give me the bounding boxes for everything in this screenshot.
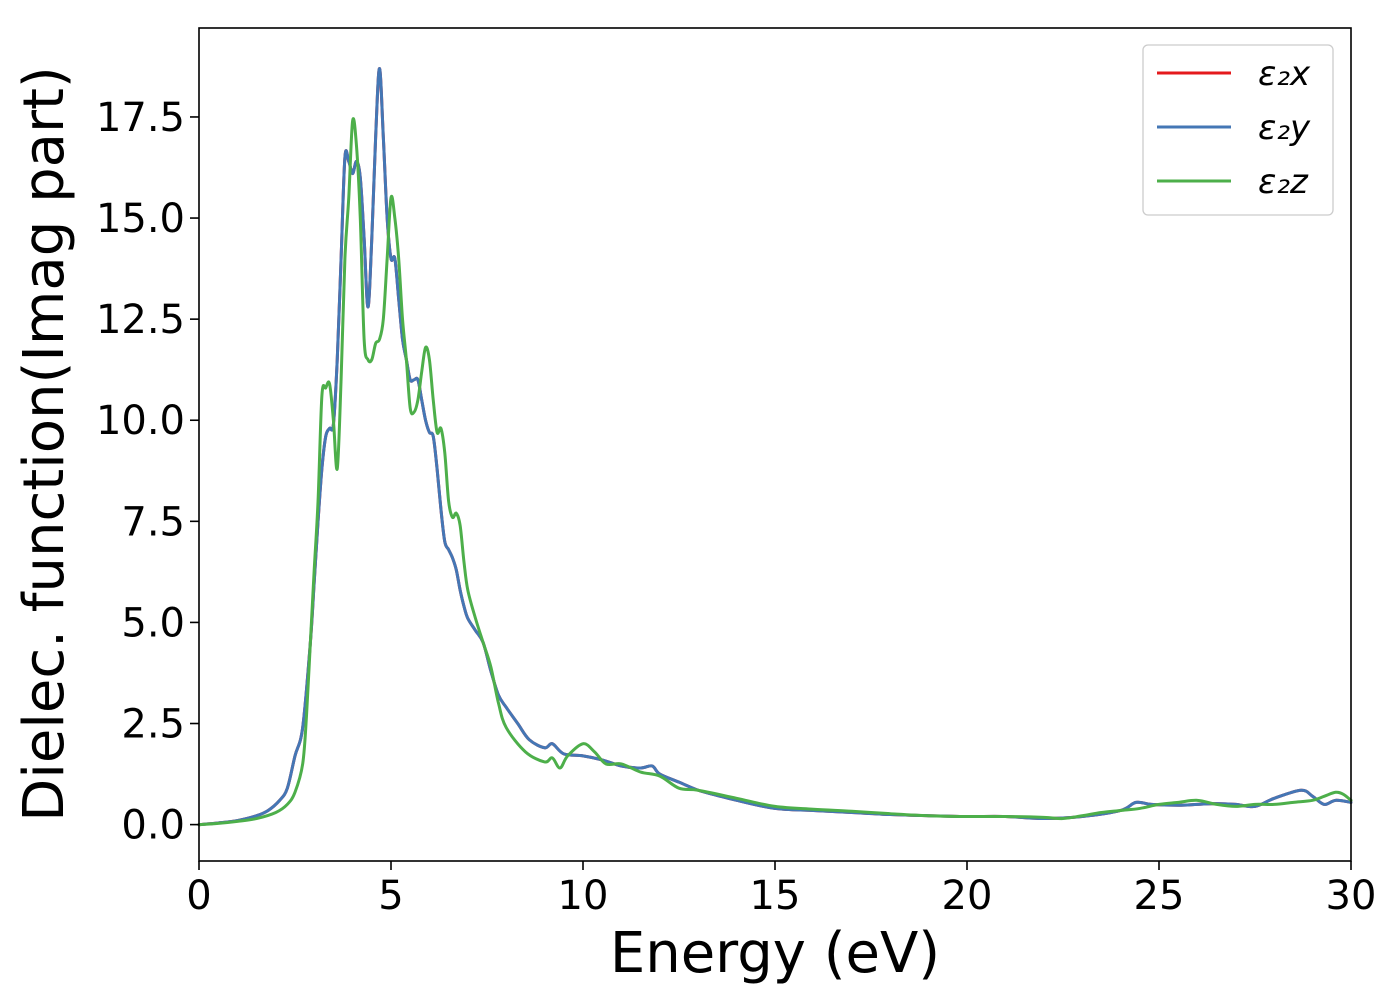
x-axis-title: Energy (eV) (610, 921, 940, 986)
legend-label-1: ε₂y (1258, 108, 1311, 148)
x-axis-ticks: 0 5 10 15 20 25 30 (186, 861, 1376, 919)
x-tick-label: 30 (1326, 873, 1377, 919)
y-axis-title: Dielec. function(Imag part) (12, 66, 77, 822)
legend-entries: ε₂x ε₂y ε₂z (1157, 54, 1311, 202)
x-tick-label: 25 (1134, 873, 1185, 919)
legend-label-0: ε₂x (1258, 54, 1311, 94)
legend-frame (1142, 44, 1334, 216)
x-tick-label: 15 (750, 873, 801, 919)
y-tick-label: 17.5 (96, 95, 185, 141)
series-lines (197, 66, 1353, 827)
x-tick-label: 10 (558, 873, 609, 919)
legend-label-2: ε₂z (1258, 162, 1309, 202)
y-tick-label: 0.0 (121, 803, 185, 849)
x-tick-label: 20 (942, 873, 993, 919)
legend: ε₂x ε₂y ε₂z (1142, 44, 1334, 216)
y-tick-label: 15.0 (96, 196, 185, 242)
y-tick-label: 2.5 (121, 702, 185, 748)
y-axis-ticks: 0.0 2.5 5.0 7.5 10.0 12.5 15.0 17.5 (96, 95, 199, 849)
y-tick-label: 12.5 (96, 297, 185, 343)
y-tick-label: 10.0 (96, 398, 185, 444)
y-tick-label: 5.0 (121, 600, 185, 646)
y-tick-label: 7.5 (121, 499, 185, 545)
series-line-2 (197, 117, 1353, 827)
x-tick-label: 5 (378, 873, 403, 919)
x-tick-label: 0 (186, 873, 211, 919)
